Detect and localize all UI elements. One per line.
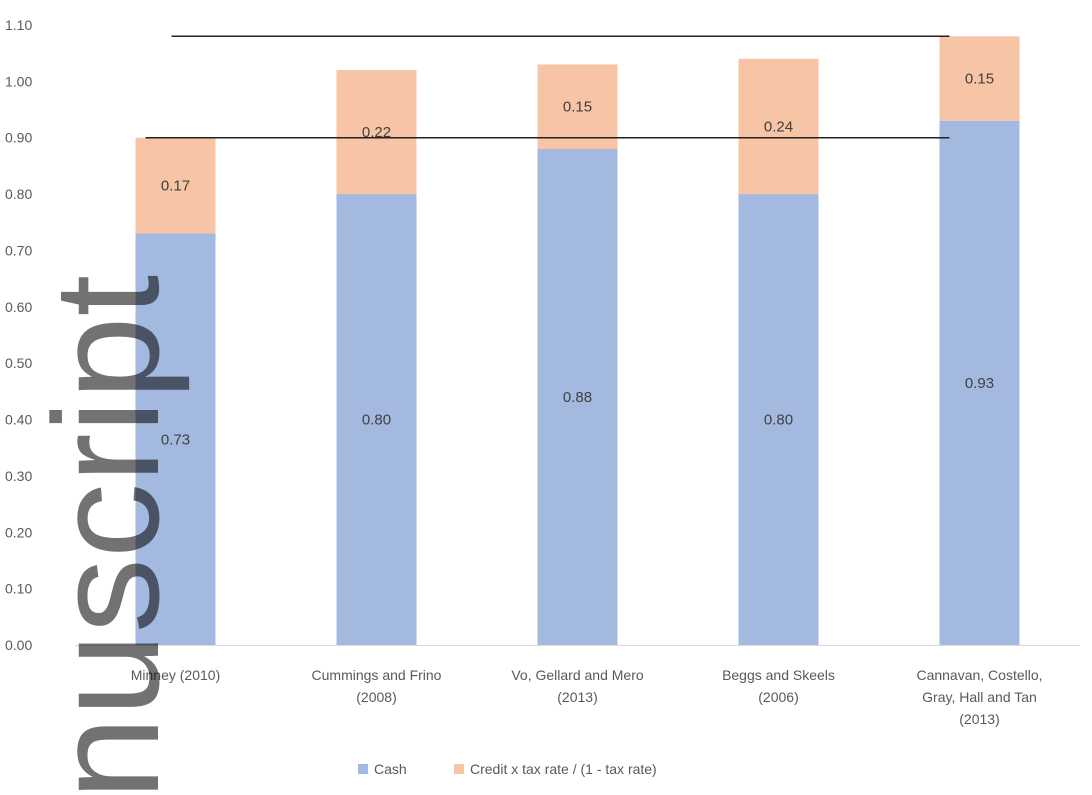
y-tick-label: 0.90 (5, 130, 32, 146)
data-label: 0.17 (161, 178, 190, 195)
data-label: 0.15 (965, 71, 994, 88)
category-label-line: (2006) (758, 689, 798, 705)
reference-lines (145, 35, 950, 139)
category-label-line: Beggs and Skeels (722, 667, 835, 683)
bar-segment-cash (135, 233, 216, 645)
category-label-line: Cummings and Frino (312, 667, 442, 683)
bars (135, 36, 1020, 646)
category-label: Vo, Gellard and Mero (2013) (511, 667, 644, 705)
category-labels: Minney (2010) Cummings and Frino (2008) Vo,… (131, 667, 1043, 727)
category-label-line: Cannavan, Costello, (916, 667, 1042, 683)
bar-segment-cash (939, 120, 1020, 646)
data-label: 0.80 (764, 412, 793, 429)
bar-segment-credit (135, 137, 216, 234)
y-tick-label: 0.10 (5, 581, 32, 597)
data-label: 0.22 (362, 124, 391, 141)
y-tick-label: 0.80 (5, 186, 32, 202)
legend: Cash Credit x tax rate / (1 - tax rate) (358, 761, 657, 777)
bar-segment-cash (537, 149, 618, 645)
category-label: Minney (2010) (131, 667, 221, 683)
data-label: 0.93 (965, 375, 994, 392)
y-tick-label: 0.20 (5, 524, 32, 540)
category-label-line: (2013) (959, 711, 999, 727)
y-tick-label: 0.60 (5, 299, 32, 315)
y-tick-label: 0.00 (5, 637, 32, 653)
bar-segment-credit (537, 64, 618, 149)
bar-segment-credit (939, 36, 1020, 121)
data-label: 0.80 (362, 412, 391, 429)
category-label: Cannavan, Costello, Gray, Hall and Tan (20… (916, 667, 1042, 727)
data-label: 0.24 (764, 118, 793, 135)
bar-segment-credit (336, 70, 417, 195)
category-label-line: Vo, Gellard and Mero (511, 667, 644, 683)
y-tick-label: 0.30 (5, 468, 32, 484)
category-label-line: (2013) (557, 689, 597, 705)
legend-label: Credit x tax rate / (1 - tax rate) (470, 761, 657, 777)
data-label: 0.15 (563, 99, 592, 116)
data-labels: 0.73 0.17 0.80 0.22 0.88 0.15 0.80 0.24 0.93 0.15 (161, 71, 994, 449)
legend-swatch (454, 764, 464, 774)
category-label-line: Gray, Hall and Tan (922, 689, 1037, 705)
legend-swatch (358, 764, 368, 774)
y-tick-label: 0.70 (5, 242, 32, 258)
data-label: 0.88 (563, 389, 592, 406)
y-tick-label: 1.10 (5, 17, 32, 33)
category-label: Cummings and Frino (2008) (312, 667, 442, 705)
bar-segment-credit (738, 58, 819, 195)
y-tick-label: 1.00 (5, 73, 32, 89)
category-label-line: Minney (2010) (131, 667, 221, 683)
category-label: Beggs and Skeels (2006) (722, 667, 835, 705)
category-label-line: (2008) (356, 689, 396, 705)
bar-segment-cash (738, 194, 819, 645)
data-label: 0.73 (161, 431, 190, 448)
watermark-text: nuscript (22, 275, 190, 795)
y-axis: 0.00 0.10 0.20 0.30 0.40 0.50 0.60 0.70 0.80 0.90… (5, 17, 1080, 653)
legend-label: Cash (374, 761, 407, 777)
bar-segment-cash (336, 194, 417, 645)
y-tick-label: 0.40 (5, 412, 32, 428)
y-tick-label: 0.50 (5, 355, 32, 371)
